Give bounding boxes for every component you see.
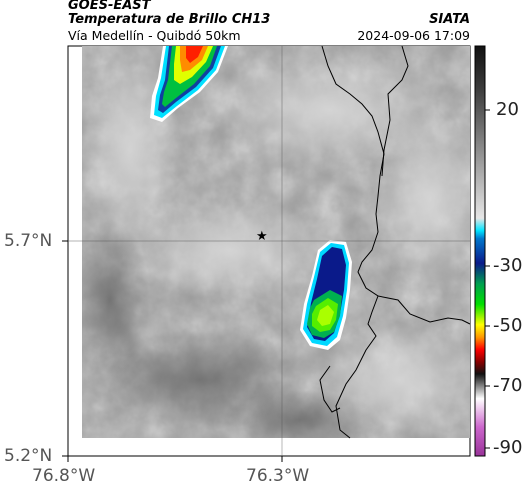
- datetime-label: 2024-09-06 17:09: [357, 28, 470, 43]
- storm-cell-north: [150, 46, 228, 122]
- colorbar-ticks: [485, 109, 490, 449]
- colorbar-label: -50: [493, 315, 523, 336]
- border-line-north: [381, 45, 409, 177]
- location-marker-icon: ★: [256, 229, 268, 244]
- y-tick-label: 5.7°N: [4, 231, 53, 251]
- border-line-east: [377, 295, 471, 325]
- colorbar: [474, 45, 486, 457]
- border-line-west: [321, 45, 385, 439]
- colorbar-label: -70: [493, 375, 523, 396]
- agency-label: SIATA: [429, 12, 470, 27]
- region-label: Vía Medellín - Quibdó 50km: [68, 28, 241, 43]
- colorbar-label: -30: [493, 255, 523, 276]
- colorbar-label: 20: [496, 99, 519, 120]
- x-tick-label: 76.8°W: [32, 466, 96, 486]
- satellite-title: GOES-EAST: [68, 0, 151, 13]
- product-title: Temperatura de Brillo CH13: [68, 12, 271, 27]
- x-tick-label: 76.3°W: [246, 466, 310, 486]
- colorbar-label: -90: [493, 437, 523, 458]
- border-line-south: [319, 365, 341, 413]
- storm-cell-central: [300, 240, 352, 350]
- satellite-image: [82, 46, 470, 438]
- y-tick-label: 5.2°N: [4, 446, 53, 466]
